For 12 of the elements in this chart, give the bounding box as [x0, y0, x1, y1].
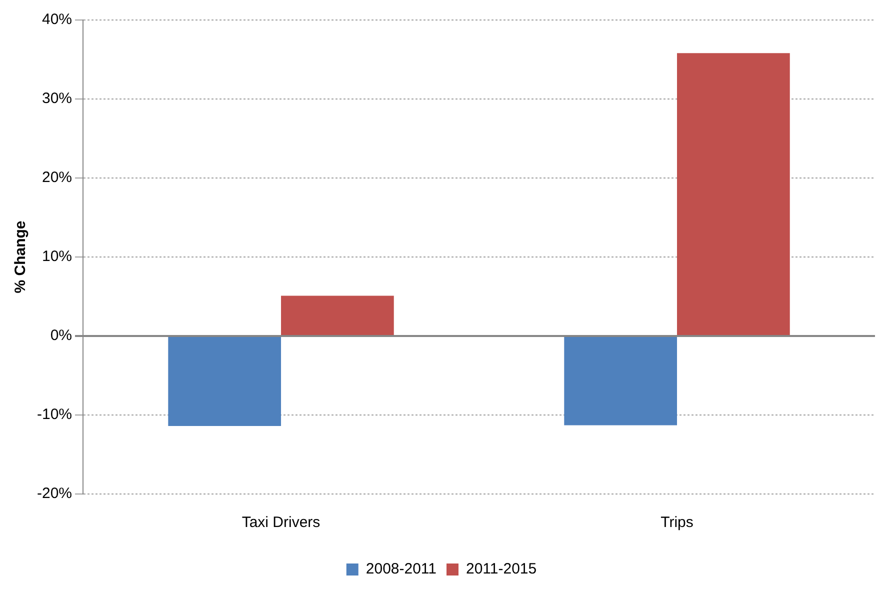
x-tick-label: Taxi Drivers	[242, 514, 320, 532]
y-tick-label: 20%	[42, 169, 72, 186]
y-tick-label: 30%	[42, 90, 72, 108]
legend-label: 2011-2015	[466, 560, 537, 578]
legend-label: 2008-2011	[366, 560, 437, 578]
y-tick-label: 40%	[42, 11, 72, 28]
x-tick-label: Trips	[660, 514, 694, 532]
y-axis-title: % Change	[12, 220, 30, 294]
y-tick-label: 10%	[42, 248, 72, 266]
y-tick-label: -10%	[36, 406, 72, 424]
y-tick-label: -20%	[36, 485, 72, 502]
y-tick-label: 0%	[50, 327, 72, 344]
